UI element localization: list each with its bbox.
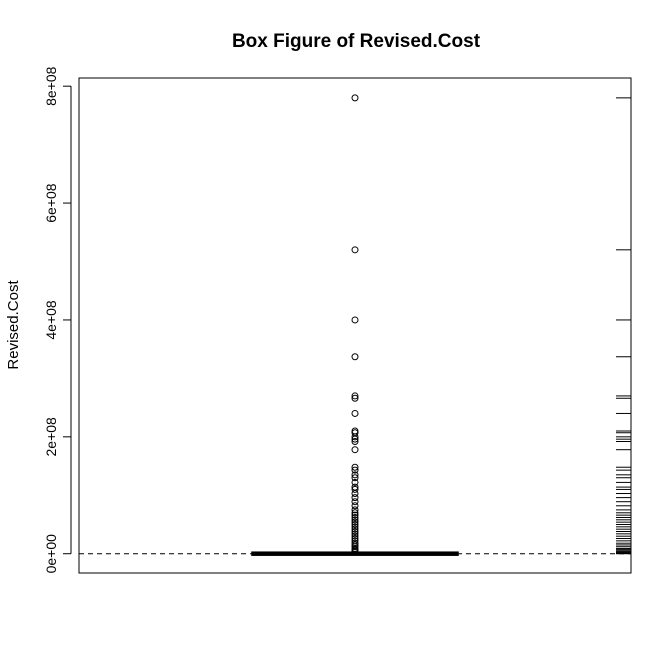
y-axis: 0e+00 2e+08 4e+08 6e+08 8e+08 (43, 66, 72, 574)
outlier-point (351, 471, 359, 479)
plot-frame (78, 77, 632, 574)
outlier-point (351, 511, 359, 519)
y-tick-label: 6e+08 (43, 183, 59, 223)
outlier-point (351, 246, 359, 254)
outlier-point (351, 316, 359, 324)
outlier-point (351, 466, 359, 474)
outlier-point (351, 528, 359, 536)
outlier-point (351, 438, 359, 446)
outlier-point (351, 506, 359, 514)
outlier-point (351, 494, 359, 502)
outlier-point (351, 94, 359, 102)
outlier-point (351, 513, 359, 521)
y-tick-label: 8e+08 (43, 66, 59, 106)
outlier-point (351, 525, 359, 533)
outlier-point (351, 532, 359, 540)
y-tick-label: 0e+00 (43, 534, 59, 574)
outlier-point (351, 392, 359, 400)
outlier-point (351, 474, 359, 482)
outlier-layer (351, 94, 359, 556)
outlier-point (351, 518, 359, 526)
outlier-point (351, 478, 359, 486)
outlier-point (351, 353, 359, 361)
outlier-point (351, 485, 359, 493)
rug-layer (616, 97, 631, 555)
outlier-point (351, 520, 359, 528)
outlier-point (351, 523, 359, 531)
outlier-point (351, 433, 359, 441)
outlier-point (351, 509, 359, 517)
y-tick-label: 2e+08 (43, 417, 59, 457)
outlier-point (351, 502, 359, 510)
outlier-point (351, 490, 359, 498)
outlier-point (351, 516, 359, 524)
y-tick-label: 4e+08 (43, 300, 59, 340)
outlier-point (351, 409, 359, 417)
outlier-point (351, 463, 359, 471)
outlier-point (351, 498, 359, 506)
outlier-point (351, 548, 359, 556)
chart-title: Box Figure of Revised.Cost (232, 31, 481, 52)
outlier-point (351, 435, 359, 443)
outlier-point (351, 394, 359, 402)
outlier-point (351, 530, 359, 538)
outlier-point (351, 446, 359, 454)
y-axis-label: Revised.Cost (5, 280, 22, 370)
